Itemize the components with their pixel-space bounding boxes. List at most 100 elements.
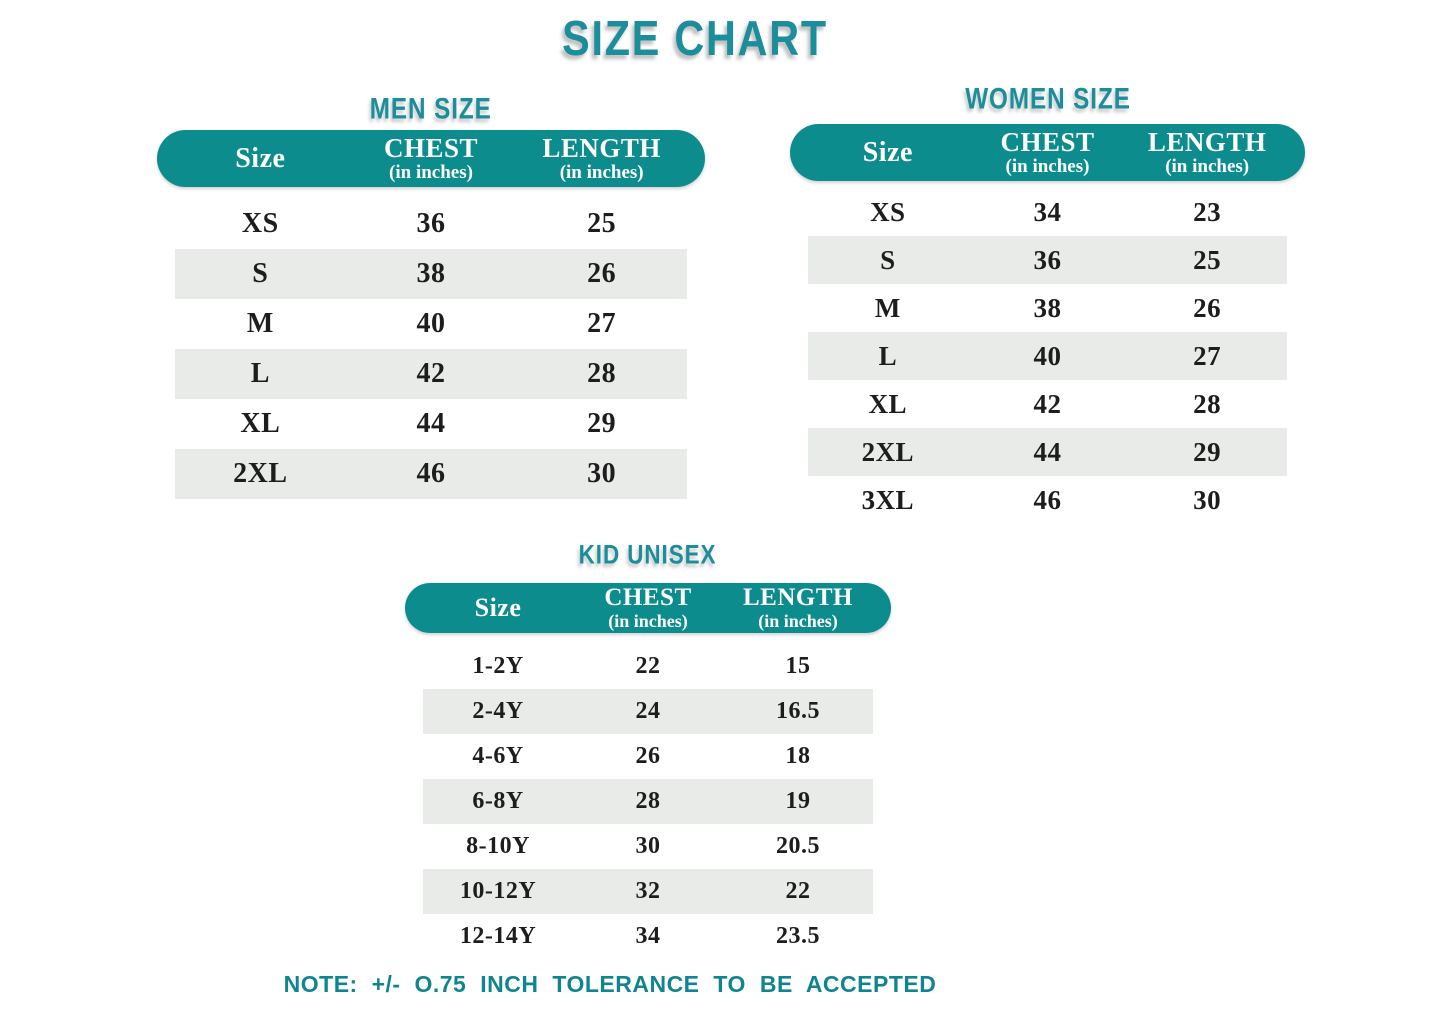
table-cell: 12-14Y [459, 923, 537, 949]
table-row: XL 42 28 [808, 380, 1287, 428]
table-cell: 30 [635, 833, 661, 859]
table-cell: 46 [1033, 484, 1062, 515]
table-cell: 29 [1193, 436, 1222, 467]
table-row: 12-14Y 34 23.5 [423, 914, 873, 959]
table-row: 1-2Y 22 15 [423, 644, 873, 689]
women-header-chest-unit: (in inches) [1005, 155, 1090, 177]
table-cell: 40 [1033, 340, 1062, 371]
table-cell: 25 [587, 208, 617, 239]
men-header-size-label: Size [235, 142, 286, 174]
table-cell: 18 [785, 743, 811, 769]
women-header-length: LENGTH (in inches) [1127, 128, 1287, 176]
men-size-table: MEN SIZE Size CHEST (in inches) LENGTH (… [157, 92, 705, 499]
kid-header-length-unit: (in inches) [758, 610, 838, 631]
women-header-size-label: Size [862, 136, 913, 168]
women-size-title: WOMEN SIZE [790, 82, 1305, 118]
table-row: 8-10Y 30 20.5 [423, 824, 873, 869]
women-table-header: Size CHEST (in inches) LENGTH (in inches… [790, 124, 1305, 181]
page-title-text: SIZE CHART [562, 9, 828, 66]
women-table-rows: XS 34 23 S 36 25 M 38 26 L 40 27 XL 42 28 2XL 44 29 3XL 46 3… [808, 188, 1287, 524]
women-header-chest: CHEST (in inches) [968, 128, 1128, 176]
table-cell: 44 [1033, 436, 1062, 467]
women-header-length-unit: (in inches) [1165, 155, 1250, 177]
table-row: 4-6Y 26 18 [423, 734, 873, 779]
table-cell: 3XL [861, 484, 915, 515]
table-cell: 27 [1193, 340, 1222, 371]
table-cell: 22 [785, 878, 811, 904]
men-header-chest-label: CHEST [383, 133, 479, 164]
kid-header-chest-label: CHEST [604, 584, 692, 612]
table-row: 3XL 46 30 [808, 476, 1287, 524]
kid-header-size-label: Size [474, 593, 522, 623]
table-row: 2XL 44 29 [808, 428, 1287, 476]
table-cell: 8-10Y [466, 833, 530, 859]
table-row: S 36 25 [808, 236, 1287, 284]
women-header-chest-label: CHEST [1000, 127, 1095, 158]
table-cell: 2XL [861, 436, 915, 467]
table-cell: M [874, 292, 901, 323]
men-header-length-label: LENGTH [542, 133, 661, 164]
table-row: L 40 27 [808, 332, 1287, 380]
kid-unisex-title: KID UNISEX [405, 540, 891, 571]
table-row: L 42 28 [175, 349, 687, 399]
table-row: XS 36 25 [175, 199, 687, 249]
table-cell: 6-8Y [472, 788, 524, 814]
table-row: 6-8Y 28 19 [423, 779, 873, 824]
table-cell: L [250, 358, 270, 389]
table-cell: 28 [635, 788, 661, 814]
page-title: SIZE CHART [0, 9, 1390, 66]
table-row: XL 44 29 [175, 399, 687, 449]
table-cell: 26 [635, 743, 661, 769]
table-row: XS 34 23 [808, 188, 1287, 236]
table-row: 2-4Y 24 16.5 [423, 689, 873, 734]
kid-table-rows: 1-2Y 22 15 2-4Y 24 16.5 4-6Y 26 18 6-8Y 28 19 8-10Y 3… [423, 644, 873, 959]
table-cell: 32 [635, 878, 661, 904]
men-size-title-text: MEN SIZE [370, 92, 492, 126]
men-header-chest-unit: (in inches) [389, 161, 473, 183]
table-cell: 28 [1193, 388, 1222, 419]
table-cell: 22 [635, 653, 661, 679]
tolerance-note: NOTE: +/- O.75 INCH TOLERANCE TO BE ACCE… [283, 971, 937, 997]
women-size-title-text: WOMEN SIZE [964, 82, 1131, 116]
kid-header-chest-unit: (in inches) [608, 610, 688, 631]
men-table-header: Size CHEST (in inches) LENGTH (in inches… [157, 130, 705, 187]
table-cell: 26 [587, 258, 617, 289]
table-row: M 38 26 [808, 284, 1287, 332]
table-cell: XS [870, 196, 906, 227]
table-cell: 42 [416, 358, 446, 389]
table-cell: 20.5 [776, 833, 820, 859]
kid-unisex-table: KID UNISEX Size CHEST (in inches) LENGTH… [405, 540, 891, 959]
table-cell: 15 [785, 653, 811, 679]
men-header-length: LENGTH (in inches) [516, 134, 687, 182]
table-cell: 23.5 [776, 923, 820, 949]
table-cell: 40 [416, 308, 446, 339]
men-size-title: MEN SIZE [157, 92, 705, 128]
table-cell: 34 [1033, 196, 1062, 227]
table-cell: XL [240, 408, 281, 439]
table-cell: 38 [1033, 292, 1062, 323]
kid-header-size: Size [423, 593, 573, 623]
table-cell: S [252, 258, 269, 289]
table-cell: L [878, 340, 898, 371]
table-cell: 42 [1033, 388, 1062, 419]
table-cell: 44 [416, 408, 446, 439]
table-row: 2XL 46 30 [175, 449, 687, 499]
table-cell: 26 [1193, 292, 1222, 323]
table-cell: 28 [587, 358, 617, 389]
women-header-size: Size [808, 136, 968, 168]
table-cell: 4-6Y [472, 743, 524, 769]
kid-header-chest: CHEST (in inches) [573, 585, 723, 630]
table-cell: 23 [1193, 196, 1222, 227]
women-header-length-label: LENGTH [1147, 127, 1267, 158]
table-cell: 46 [416, 458, 446, 489]
table-cell: 19 [785, 788, 811, 814]
table-cell: 2-4Y [472, 698, 524, 724]
table-cell: 1-2Y [472, 653, 524, 679]
table-cell: 34 [635, 923, 661, 949]
table-cell: XS [241, 208, 279, 239]
table-cell: 24 [635, 698, 661, 724]
table-cell: 30 [587, 458, 617, 489]
table-cell: 10-12Y [459, 878, 537, 904]
kid-unisex-title-text: KID UNISEX [579, 539, 717, 571]
